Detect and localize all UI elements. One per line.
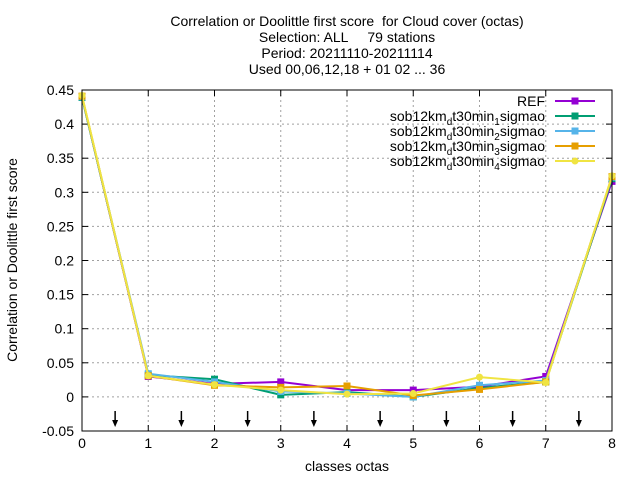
y-tick-label: 0.25 <box>47 218 74 234</box>
data-point <box>542 379 550 387</box>
legend-swatch-marker <box>571 112 579 120</box>
title-line-3: Period: 20211110-20211114 <box>261 45 432 61</box>
arrow-marker <box>509 411 516 427</box>
legend-label: REF <box>517 93 545 109</box>
x-tick-label: 1 <box>144 435 152 451</box>
y-tick-label: 0.4 <box>55 116 75 132</box>
grid-lines <box>82 90 612 431</box>
arrow-head <box>575 420 582 427</box>
legend-swatch-marker <box>571 97 579 105</box>
arrow-head <box>244 420 251 427</box>
data-point <box>277 378 285 386</box>
legend-entry-2: sob12kmdt30min1sigmao <box>390 108 595 128</box>
arrow-marker <box>377 411 384 427</box>
x-tick-label: 4 <box>343 435 351 451</box>
arrow-head <box>509 420 516 427</box>
arrow-head <box>443 420 450 427</box>
y-tick-label: -0.05 <box>42 423 74 439</box>
y-tick-label: 0.1 <box>55 321 75 337</box>
chart-title: Correlation or Doolittle first score for… <box>170 13 523 77</box>
data-point <box>211 381 218 389</box>
y-tick-label: 0.35 <box>47 150 74 166</box>
series-5 <box>78 91 616 398</box>
legend-label: sob12kmdt30min4sigmao <box>390 153 545 173</box>
data-point <box>542 372 550 380</box>
legend-swatch-marker <box>571 142 579 150</box>
legend-entry-4: sob12kmdt30min3sigmao <box>390 138 595 158</box>
legend: REFsob12kmdt30min1sigmaosob12kmdt30min2s… <box>390 93 595 173</box>
data-point <box>476 381 483 389</box>
arrow-marker <box>443 411 450 427</box>
legend-entry-3: sob12kmdt30min2sigmao <box>390 123 595 143</box>
title-line-4: Used 00,06,12,18 + 01 02 ... 36 <box>249 61 446 77</box>
arrow-marker <box>310 411 317 427</box>
arrow-head <box>112 420 119 427</box>
data-point <box>343 382 351 390</box>
arrow-head <box>377 420 384 427</box>
x-tick-label: 7 <box>542 435 550 451</box>
x-tick-label: 2 <box>211 435 219 451</box>
x-tick-label: 5 <box>409 435 417 451</box>
legend-entry-1: REF <box>517 93 595 109</box>
data-point <box>343 390 351 398</box>
x-tick-label: 0 <box>78 435 86 451</box>
data-point <box>409 389 417 397</box>
arrow-marker <box>244 411 251 427</box>
series-lines <box>78 91 616 401</box>
title-line-1: Correlation or Doolittle first score for… <box>170 13 523 29</box>
title-line-2: Selection: ALL 79 stations <box>259 29 435 45</box>
arrow-marker <box>178 411 185 427</box>
y-tick-label: 0.15 <box>47 287 74 303</box>
x-axis-label: classes octas <box>305 458 389 474</box>
arrow-marker <box>575 411 582 427</box>
x-tick-label: 3 <box>277 435 285 451</box>
legend-entry-5: sob12kmdt30min4sigmao <box>390 153 595 173</box>
legend-swatch-marker <box>571 157 579 165</box>
legend-label: sob12kmdt30min3sigmao <box>390 138 545 158</box>
y-tick-label: 0 <box>66 389 74 405</box>
arrow-marker <box>112 411 119 427</box>
y-tick-label: 0.45 <box>47 82 74 98</box>
data-point <box>476 373 483 381</box>
y-axis-label: Correlation or Doolittle first score <box>4 158 20 362</box>
arrow-head <box>310 420 317 427</box>
x-tick-label: 6 <box>476 435 484 451</box>
data-point <box>144 372 152 380</box>
legend-swatch-marker <box>571 127 579 135</box>
y-axis-ticks: -0.05 0 0.05 0.1 0.15 0.2 0.25 0.3 0.35 0.4 0.45 <box>42 82 612 439</box>
legend-label: sob12kmdt30min1sigmao <box>390 108 545 128</box>
class-boundary-markers <box>112 411 582 427</box>
x-tick-label: 8 <box>608 435 616 451</box>
data-point <box>476 385 483 393</box>
arrow-head <box>178 420 185 427</box>
y-tick-label: 0.2 <box>55 253 75 269</box>
plot-frame <box>81 89 613 432</box>
y-tick-label: 0.3 <box>55 184 75 200</box>
data-point <box>277 386 285 394</box>
y-tick-label: 0.05 <box>47 355 74 371</box>
legend-label: sob12kmdt30min2sigmao <box>390 123 545 143</box>
